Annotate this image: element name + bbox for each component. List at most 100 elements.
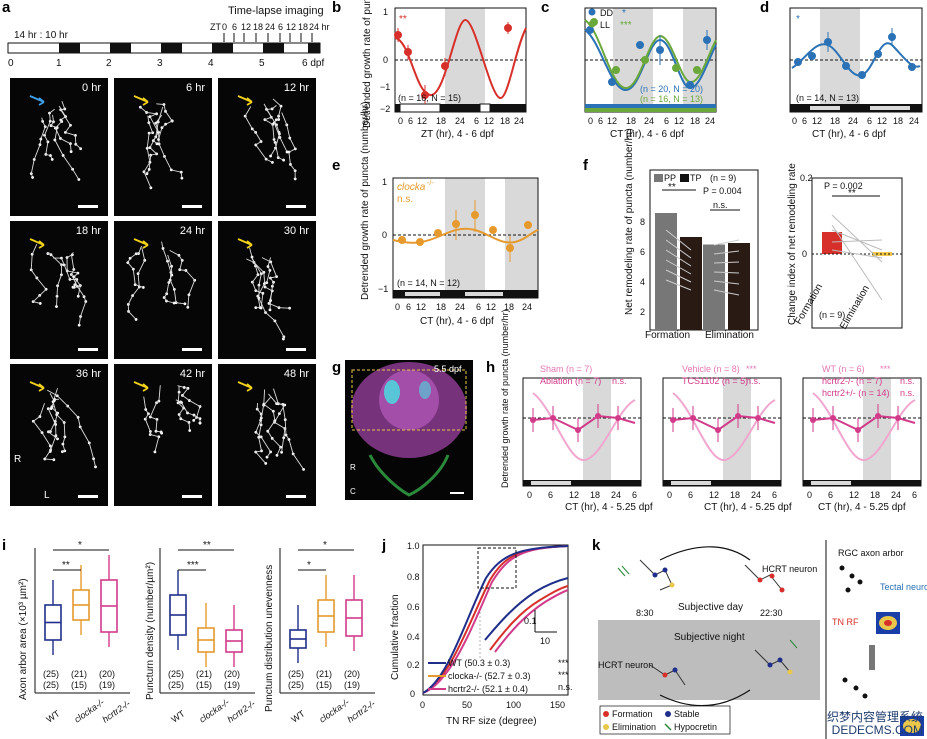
svg-text:1.0: 1.0 — [407, 541, 420, 551]
h-tick-label: 0 — [667, 490, 672, 500]
svg-text:Detrended growth rate of punct: Detrended growth rate of puncta (number/… — [362, 0, 373, 128]
svg-text:CT (hr), 4 - 5.25 dpf: CT (hr), 4 - 5.25 dpf — [818, 502, 906, 513]
panel-label-g: g — [332, 359, 341, 376]
sig-label: *** — [187, 560, 199, 571]
svg-text:1: 1 — [383, 7, 388, 17]
paired-line — [665, 239, 692, 259]
punctum — [172, 301, 176, 305]
svg-text:(n = 16, N = 15): (n = 16, N = 15) — [398, 93, 461, 103]
svg-text:0.2: 0.2 — [407, 660, 420, 670]
svg-text:12: 12 — [417, 116, 427, 126]
paired-line — [713, 280, 740, 285]
svg-text:P = 0.002: P = 0.002 — [824, 181, 863, 191]
svg-text:RGC axon arbor: RGC axon arbor — [838, 548, 904, 558]
punctum — [38, 302, 42, 305]
svg-text:24: 24 — [514, 116, 524, 126]
timelapse-frame-30hr: 30 hr — [218, 221, 316, 359]
axon-branch — [59, 101, 82, 150]
axon-branch — [263, 389, 282, 456]
svg-text:12: 12 — [812, 116, 822, 126]
panel-label-j: j — [381, 537, 386, 554]
punctum — [293, 177, 297, 181]
bar-pp — [655, 213, 677, 330]
svg-text:CT (hr), 4 - 5.25 dpf: CT (hr), 4 - 5.25 dpf — [704, 502, 792, 513]
axon-branch — [52, 388, 66, 453]
panel-h-labels: Sham (n = 7) Ablation (n = 7) n.s. Vehic… — [500, 309, 915, 513]
svg-text:clocka-/- (52.7 ± 0.3): clocka-/- (52.7 ± 0.3) — [448, 671, 530, 681]
group-label: WT — [169, 708, 187, 725]
svg-text:18: 18 — [893, 116, 903, 126]
paired-line — [713, 271, 740, 274]
svg-text:6: 6 — [474, 116, 479, 126]
neuron-arbor — [133, 381, 202, 454]
panel-b-chart: ** (n = 16, N = 15) 10−1−2 0 6 12 18 24 6 12… — [362, 0, 527, 140]
arrow-icon — [237, 95, 253, 106]
svg-text:1: 1 — [56, 58, 62, 69]
control-curve — [812, 392, 916, 461]
svg-text:WT (50.3 ± 0.3): WT (50.3 ± 0.3) — [448, 658, 510, 668]
svg-text:0: 0 — [222, 22, 227, 32]
svg-text:0.2: 0.2 — [800, 173, 813, 183]
panel-i-charts: (25)(25)WT(21)(15)clocka-/-(20)(19)hcrtr… — [34, 540, 377, 725]
axon-branch — [30, 117, 46, 178]
axon-branch — [30, 244, 47, 304]
axon-branch — [261, 257, 278, 310]
panel-label-f: f — [583, 157, 589, 174]
svg-text:12: 12 — [484, 116, 494, 126]
count-bottom: (25) — [43, 680, 59, 690]
punctum — [183, 302, 187, 306]
neuron-arbor — [237, 381, 305, 471]
arrow-icon — [29, 95, 45, 106]
svg-text:24: 24 — [522, 302, 532, 312]
axon-branch — [263, 103, 284, 161]
punctum — [188, 429, 192, 432]
svg-text:PP: PP — [664, 173, 676, 183]
sig-label: * — [323, 540, 327, 551]
arrow-icon — [133, 95, 149, 106]
h-tick-label: 6 — [912, 490, 917, 500]
h-tick-label: 24 — [751, 490, 761, 500]
svg-text:6: 6 — [640, 247, 645, 257]
arrow-icon — [133, 381, 149, 392]
panel-label-c: c — [541, 0, 549, 16]
panel-i-labels: Axon arbor area (×10³ µm²) Puncturn dens… — [18, 562, 275, 712]
neuron-arbor — [126, 238, 197, 321]
panel-label-k: k — [592, 537, 601, 554]
panel-c-chart: DD LL * *** (n = 20, N = 20) (n = 16, N … — [584, 7, 717, 140]
bar-tp — [680, 237, 702, 330]
ld-bar — [523, 480, 641, 486]
svg-text:6: 6 — [278, 22, 283, 32]
night-shade — [863, 378, 891, 486]
panel-label-i: i — [2, 537, 6, 554]
svg-text:Detrended growth rate of punct: Detrended growth rate of puncta (number/… — [360, 102, 371, 300]
count-top: (20) — [344, 669, 360, 679]
svg-text:Change index of net remodeling: Change index of net remodeling rate — [787, 163, 798, 325]
h-tick-label: 12 — [569, 490, 579, 500]
svg-text:18: 18 — [298, 22, 308, 32]
axon-branch — [32, 403, 54, 461]
axon-branch — [265, 105, 280, 157]
h-tick-label: 6 — [688, 490, 693, 500]
svg-text:6: 6 — [408, 116, 413, 126]
svg-text:TN RF: TN RF — [832, 617, 859, 627]
svg-text:Subjective night: Subjective night — [674, 632, 745, 643]
svg-text:Stable: Stable — [674, 709, 700, 719]
svg-text:n.s.: n.s. — [612, 376, 627, 386]
svg-text:1: 1 — [382, 177, 387, 187]
timelapse-arrows — [223, 33, 313, 42]
arrow-icon — [29, 238, 45, 249]
count-top: (25) — [43, 669, 59, 679]
svg-text:***: *** — [558, 658, 569, 668]
svg-text:0: 0 — [792, 116, 797, 126]
axon-branch — [272, 98, 288, 153]
panel-f-right-chart: P = 0.002 ** (n = 9) 0.20 Formation Elim… — [787, 163, 903, 332]
svg-text:CT (hr), 4 - 6 dpf: CT (hr), 4 - 6 dpf — [420, 316, 494, 327]
axon-branch — [70, 253, 87, 326]
svg-text:Axon arbor area (×10³ µm²): Axon arbor area (×10³ µm²) — [18, 578, 29, 700]
svg-text:CT (hr), 4 - 5.25 dpf: CT (hr), 4 - 5.25 dpf — [565, 502, 653, 513]
svg-text:50: 50 — [462, 700, 472, 710]
timelapse-frame-18hr: 18 hr — [10, 221, 108, 359]
h-tick-label: 6 — [632, 490, 637, 500]
svg-text:12: 12 — [486, 302, 496, 312]
svg-text:0: 0 — [420, 700, 425, 710]
